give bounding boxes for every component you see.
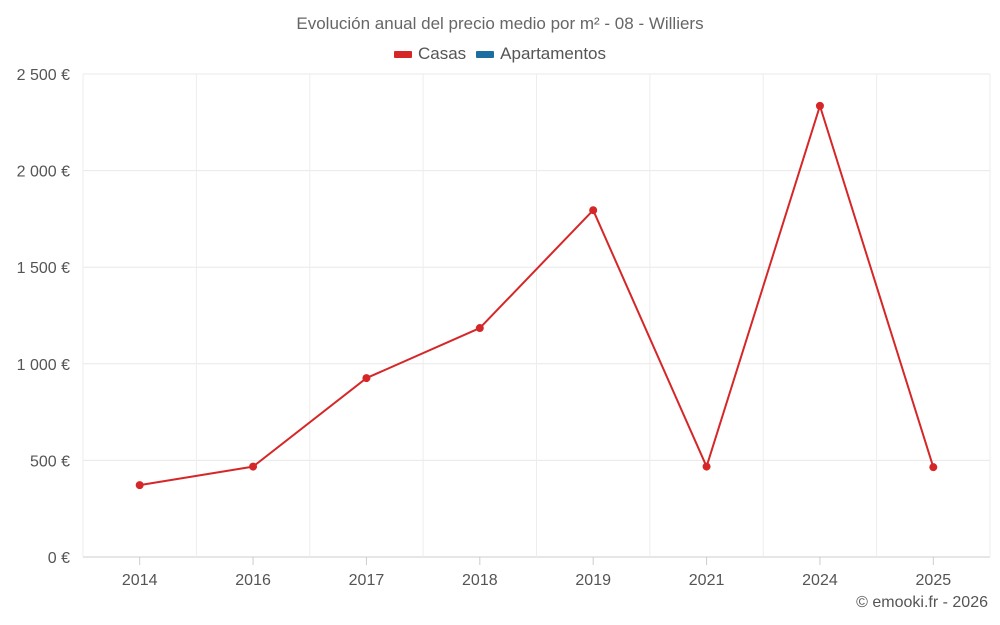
data-point-casas-2014 [135, 481, 144, 490]
data-point-casas-2017 [362, 374, 371, 383]
legend-label-casas: Casas [417, 44, 467, 63]
data-point-casas-2016 [249, 462, 258, 471]
x-tick-label: 2016 [235, 572, 271, 589]
data-point-casas-2024 [815, 101, 824, 110]
legend-item-casas[interactable]: Casas [393, 44, 467, 64]
x-tick-label: 2014 [122, 572, 158, 589]
data-point-casas-2021 [702, 462, 711, 471]
data-point-casas-2025 [929, 463, 938, 472]
chart-title: Evolución anual del precio medio por m² … [296, 14, 704, 33]
y-tick-label: 2 000 € [17, 164, 70, 181]
series-line-casas [139, 104, 935, 487]
x-tick-label: 2025 [916, 572, 952, 589]
x-tick-label: 2021 [689, 572, 725, 589]
y-tick-label: 1 000 € [17, 357, 70, 374]
x-tick-label: 2017 [349, 572, 385, 589]
data-point-casas-2018 [475, 324, 484, 333]
legend-swatch-apartamentos [476, 50, 495, 58]
x-tick-label: 2019 [575, 572, 611, 589]
data-point-casas-2019 [589, 206, 598, 215]
x-tick-label: 2024 [802, 572, 838, 589]
y-tick-label: 1 500 € [17, 260, 70, 277]
legend-item-apartamentos[interactable]: Apartamentos [476, 44, 606, 64]
y-tick-label: 500 € [30, 453, 70, 470]
x-tick-label: 2018 [462, 572, 498, 589]
credit-text[interactable]: © emooki.fr - 2026 [856, 594, 988, 611]
legend-label-apartamentos: Apartamentos [500, 44, 607, 63]
legend-swatch-casas [393, 50, 412, 58]
y-tick-label: 0 € [48, 550, 70, 567]
y-tick-label: 2 500 € [17, 67, 70, 84]
legend: Casas Apartamentos [0, 44, 1000, 64]
